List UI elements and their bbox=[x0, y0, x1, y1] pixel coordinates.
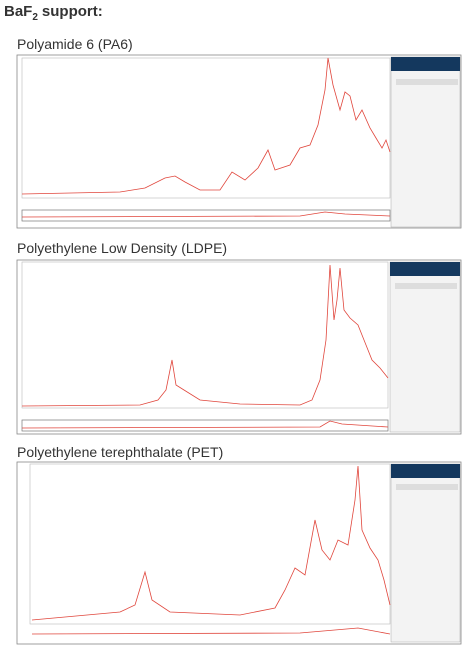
panel-label: Polyamide 6 (PA6) bbox=[17, 36, 133, 52]
title-base: BaF bbox=[4, 3, 32, 20]
title-rest: support: bbox=[42, 3, 103, 20]
spectrum-window bbox=[16, 54, 462, 229]
spectrum-window bbox=[16, 461, 462, 645]
title-sub: 2 bbox=[32, 12, 38, 23]
spectrum-window bbox=[16, 259, 462, 435]
title: BaF2 support: bbox=[4, 3, 103, 23]
panel-label: Polyethylene terephthalate (PET) bbox=[17, 444, 223, 460]
panel-label: Polyethylene Low Density (LDPE) bbox=[17, 240, 227, 256]
